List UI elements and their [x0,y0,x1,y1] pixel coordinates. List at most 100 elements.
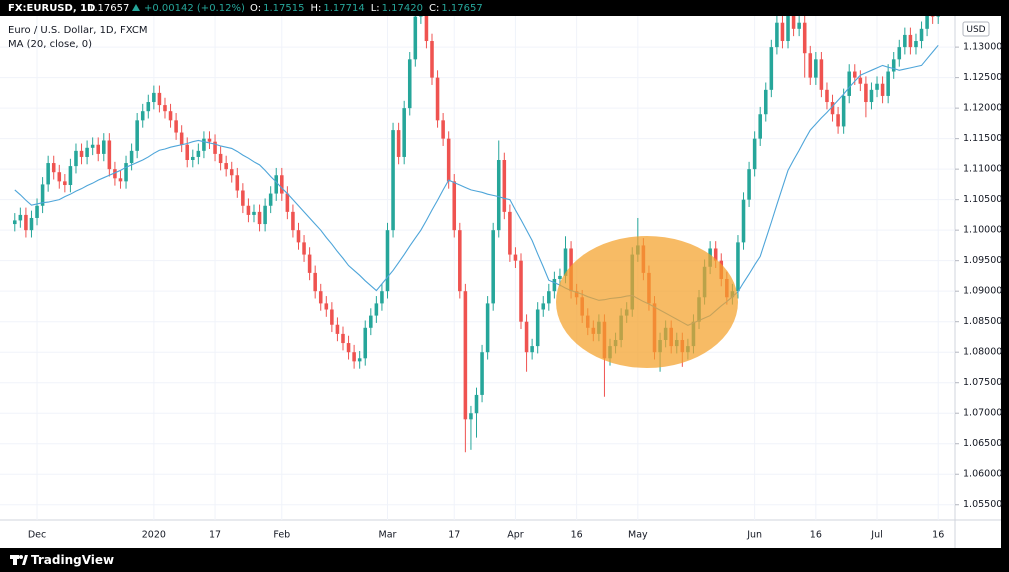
candle-body [202,138,206,151]
x-tick-label: 17 [448,530,460,541]
candle-body [474,394,479,414]
candle-body [263,205,267,225]
candle-body [346,343,351,353]
x-tick-label: Dec [28,530,46,541]
candle-body [786,16,790,42]
candle-body [185,144,190,160]
candle-body [40,184,45,206]
candle-body [886,71,890,96]
candle-body [814,59,818,78]
x-tick-label: 16 [932,530,944,541]
candle-body [146,102,151,112]
candle-body [480,352,484,395]
candle-body [79,150,84,157]
candle-body [541,303,546,310]
axes: 1.05500 1.06000 1.06500 1.07000 1.07500 1.080… [28,42,1002,541]
candle-body [241,190,245,206]
candle-body [841,95,846,127]
legend-title: Euro / U.S. Dollar, 1D, FXCM [8,25,147,36]
candle-body [74,150,78,167]
candle-body [229,169,234,176]
candle-body [324,303,329,310]
change: +0.00142 (+0.12%) [144,3,245,14]
ohlc: O: 1.17515 H: 1.17714 L: 1.17420 C: 1.17657 [250,3,483,14]
y-tick-label: 1.11000 [963,164,1002,175]
x-tick-label: May [628,530,648,541]
candle-body [780,22,785,42]
candle-body [752,138,757,170]
candle-body [836,114,840,127]
candle-body [330,309,334,325]
candle-body [335,324,340,334]
candle-body [96,144,101,154]
candle-body [819,59,824,90]
candle-body [135,120,139,151]
x-tick-label: Feb [273,530,290,541]
candle-body [402,108,406,157]
candle-body [419,16,423,17]
candle-body [57,172,62,182]
ohlc-label: H: [310,3,321,14]
candle-body [847,71,851,96]
candle-body [891,59,896,72]
y-tick-label: 1.06000 [963,469,1002,480]
ohlc-value: 1.17420 [382,3,423,14]
candle-body [558,275,562,279]
candle-body [535,309,540,347]
candle-body [713,248,718,261]
symbol: FX:EURUSD, 1D [8,3,95,14]
candle-body [747,169,751,200]
candle-body [46,163,50,185]
y-tick-label: 1.08500 [963,316,1002,327]
candle-body [157,92,162,106]
candle-body [552,278,557,292]
candle-body [391,130,395,231]
candle-body [35,205,39,218]
candle-body [196,150,201,157]
candle-body [118,178,123,182]
y-tick-label: 1.09000 [963,286,1002,297]
candle-body [485,303,490,353]
candle-body [914,41,918,48]
candle-body [274,175,279,194]
candle-body [302,242,306,255]
candle-body [380,291,384,304]
candle-body [452,181,457,231]
logo [10,555,28,565]
y-tick-label: 1.10000 [963,225,1002,236]
candle-body [285,193,290,212]
x-tick-label: Jul [870,530,882,541]
candle-body [463,291,468,420]
candle-body [107,140,112,170]
candle-body [213,141,217,154]
candle-body [174,120,178,133]
x-tick-label: Jun [746,530,762,541]
candle-body [875,83,879,90]
candle-body [524,321,529,353]
candle-body [257,211,262,225]
highlight-ellipse [556,236,738,368]
ohlc-label: O: [250,3,261,14]
candle-body [446,138,451,182]
candle-body [357,358,362,362]
x-tick-label: Apr [507,530,524,541]
ma-line [14,44,939,326]
candle-body [24,214,28,231]
candle-body [51,163,56,173]
candle-body [246,205,251,215]
candle-body [563,248,568,276]
currency-box [962,21,990,37]
candle-body [318,291,323,304]
candle-body [508,211,512,255]
candle-body [29,217,34,231]
candle-body [124,163,128,182]
candle-body [502,160,507,212]
candle-body [291,211,295,231]
candle-body [858,77,863,84]
ohlc-value: 1.17714 [323,3,364,14]
candle-body [825,89,829,103]
y-tick-label: 1.06500 [963,438,1002,449]
candle-body [152,92,156,103]
